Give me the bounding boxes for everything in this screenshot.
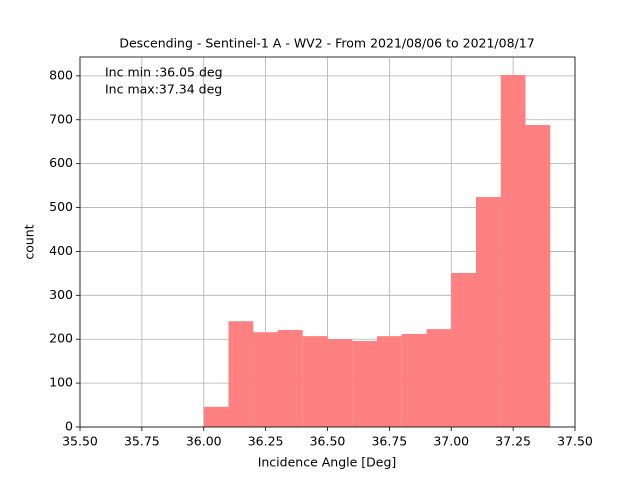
x-tick-label: 36.75 bbox=[371, 434, 407, 449]
y-tick-label: 0 bbox=[65, 419, 73, 434]
x-tick-label: 36.25 bbox=[248, 434, 284, 449]
x-axis-label: Incidence Angle [Deg] bbox=[258, 455, 397, 470]
y-tick-label: 200 bbox=[49, 331, 73, 346]
bar bbox=[327, 339, 353, 427]
bar bbox=[377, 336, 402, 427]
x-tick-label: 35.75 bbox=[124, 434, 160, 449]
bar bbox=[302, 336, 328, 427]
bar bbox=[228, 321, 254, 427]
y-tick-label: 300 bbox=[49, 287, 73, 302]
bar bbox=[253, 332, 278, 427]
bar bbox=[203, 406, 229, 427]
x-tick-label: 35.50 bbox=[62, 434, 98, 449]
y-tick-label: 100 bbox=[49, 375, 73, 390]
y-tick-label: 600 bbox=[49, 155, 73, 170]
plot-frame bbox=[79, 56, 576, 428]
y-tick-label: 700 bbox=[49, 111, 73, 126]
x-tick-label: 36.00 bbox=[186, 434, 222, 449]
y-tick-label: 800 bbox=[49, 67, 73, 82]
bar bbox=[500, 74, 526, 428]
y-tick-label: 400 bbox=[49, 243, 73, 258]
y-axis-label: count bbox=[22, 224, 37, 259]
bar bbox=[426, 329, 452, 427]
bar bbox=[401, 333, 427, 427]
bar bbox=[476, 197, 501, 427]
annotation: Inc max:37.34 deg bbox=[105, 82, 222, 97]
x-tick-label: 37.25 bbox=[495, 434, 531, 449]
annotation: Inc min :36.05 deg bbox=[105, 65, 223, 80]
bar bbox=[352, 340, 377, 427]
x-tick-label: 37.50 bbox=[557, 434, 593, 449]
bar bbox=[451, 272, 476, 427]
bar bbox=[525, 125, 551, 427]
y-tick-label: 500 bbox=[49, 199, 73, 214]
x-tick-label: 36.50 bbox=[310, 434, 346, 449]
chart-title: Descending - Sentinel-1 A - WV2 - From 2… bbox=[119, 36, 534, 51]
bar bbox=[278, 330, 303, 427]
x-tick-label: 37.00 bbox=[433, 434, 469, 449]
